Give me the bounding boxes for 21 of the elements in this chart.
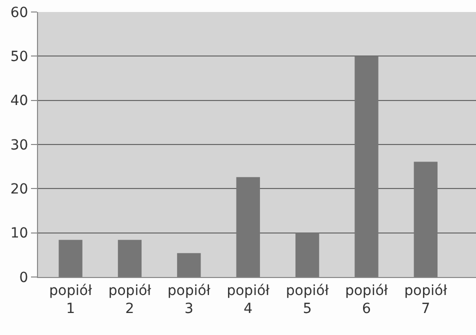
x-tick-label: popiół 5: [286, 282, 329, 317]
y-tick-label: 40: [10, 93, 28, 110]
x-tick-label: popiół 3: [168, 282, 210, 317]
bar: [58, 240, 82, 277]
y-tick-label: 50: [10, 49, 28, 66]
y-tick-label: 0: [19, 270, 28, 286]
x-tick-label: popiół 1: [49, 282, 92, 317]
x-tick-label: popiół 2: [108, 282, 152, 317]
bar: [118, 240, 142, 277]
y-tick-label: 60: [10, 4, 28, 21]
bar: [295, 232, 320, 277]
x-tick-label: popiół 4: [226, 282, 270, 317]
bar: [177, 253, 201, 277]
bar: [414, 162, 438, 277]
y-tick-label: 10: [10, 226, 28, 242]
y-tick-label: 30: [10, 137, 28, 154]
x-tick-label: popiół 6: [345, 282, 388, 317]
bar: [354, 56, 378, 277]
y-tick-label: 20: [10, 182, 28, 198]
bar: [236, 177, 260, 277]
x-tick-label: popiół 7: [404, 282, 448, 317]
